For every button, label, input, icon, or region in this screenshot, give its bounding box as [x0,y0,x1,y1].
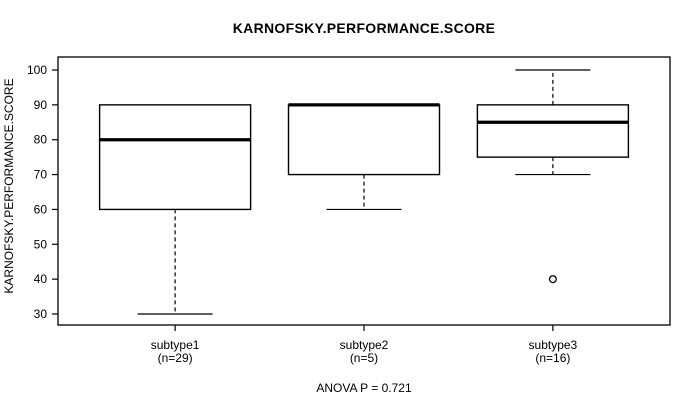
x-category-count: (n=16) [535,351,571,365]
y-tick-label: 60 [34,202,48,216]
x-category-count: (n=5) [349,351,379,365]
y-tick-label: 100 [27,63,47,77]
box-iqr [287,104,441,176]
x-category-name: subtype2 [339,338,389,352]
outlier-point [548,275,557,284]
y-tick-label: 40 [34,272,48,286]
y-tick-label: 90 [34,98,48,112]
x-category-label-subtype3: subtype3 (n=16) [478,339,628,365]
y-axis-label: KARNOFSKY.PERFORMANCE.SCORE [2,78,16,294]
x-category-label-subtype1: subtype1 (n=29) [100,339,250,365]
x-category-count: (n=29) [157,351,193,365]
y-tick-label: 80 [34,133,48,147]
x-category-label-subtype2: subtype2 (n=5) [289,339,439,365]
y-tick-label: 30 [34,307,48,321]
box-iqr [476,104,630,158]
x-category-name: subtype1 [150,338,200,352]
box-iqr [98,104,252,211]
y-tick-label: 70 [34,168,48,182]
x-category-name: subtype3 [528,338,578,352]
y-tick-label: 50 [34,237,48,251]
anova-annotation: ANOVA P = 0.721 [316,381,412,395]
chart-title: KARNOFSKY.PERFORMANCE.SCORE [232,20,496,36]
